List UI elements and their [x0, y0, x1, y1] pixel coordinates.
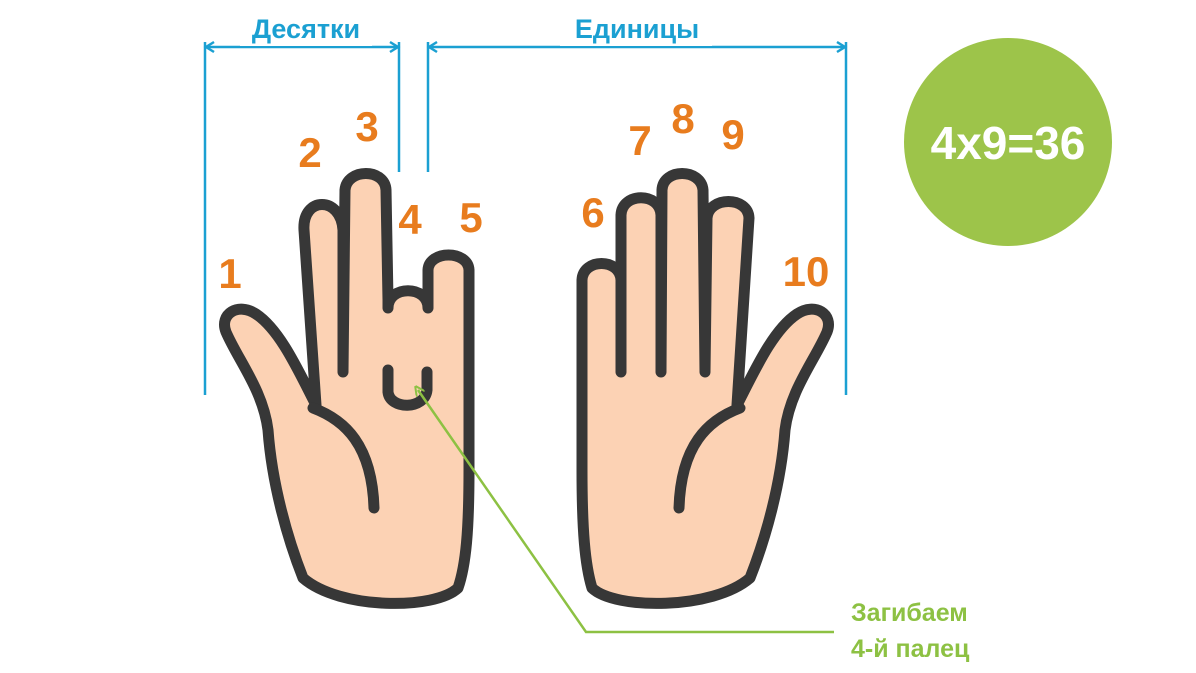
equation-circle	[904, 38, 1112, 246]
finger-number-9: 9	[721, 111, 744, 158]
finger-number-4: 4	[398, 196, 422, 243]
finger-number-2: 2	[298, 129, 321, 176]
tens-label-bg	[240, 12, 372, 46]
finger-number-5: 5	[459, 194, 482, 241]
finger-number-1: 1	[218, 250, 241, 297]
left-hand	[219, 168, 475, 609]
note-line-2: 4-й палец	[851, 635, 970, 663]
right-hand-shape	[576, 168, 834, 609]
equation-text: 4x9=36	[931, 117, 1086, 169]
finger-number-3: 3	[355, 103, 378, 150]
tens-bracket	[203, 40, 401, 395]
note-line-1: Загибаем	[851, 599, 968, 627]
pointer-arrow	[418, 390, 834, 634]
units-label: Единицы	[575, 14, 699, 44]
units-label-bg	[560, 12, 712, 46]
finger-number-6: 6	[581, 189, 604, 236]
units-bracket	[426, 40, 848, 395]
tens-label: Десятки	[252, 14, 360, 44]
finger-number-10: 10	[783, 248, 830, 295]
finger-number-7: 7	[628, 117, 651, 164]
finger-number-8: 8	[671, 95, 694, 142]
